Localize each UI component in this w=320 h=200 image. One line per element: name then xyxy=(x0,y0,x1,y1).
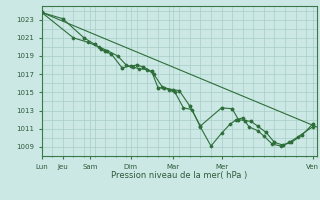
X-axis label: Pression niveau de la mer( hPa ): Pression niveau de la mer( hPa ) xyxy=(111,171,247,180)
